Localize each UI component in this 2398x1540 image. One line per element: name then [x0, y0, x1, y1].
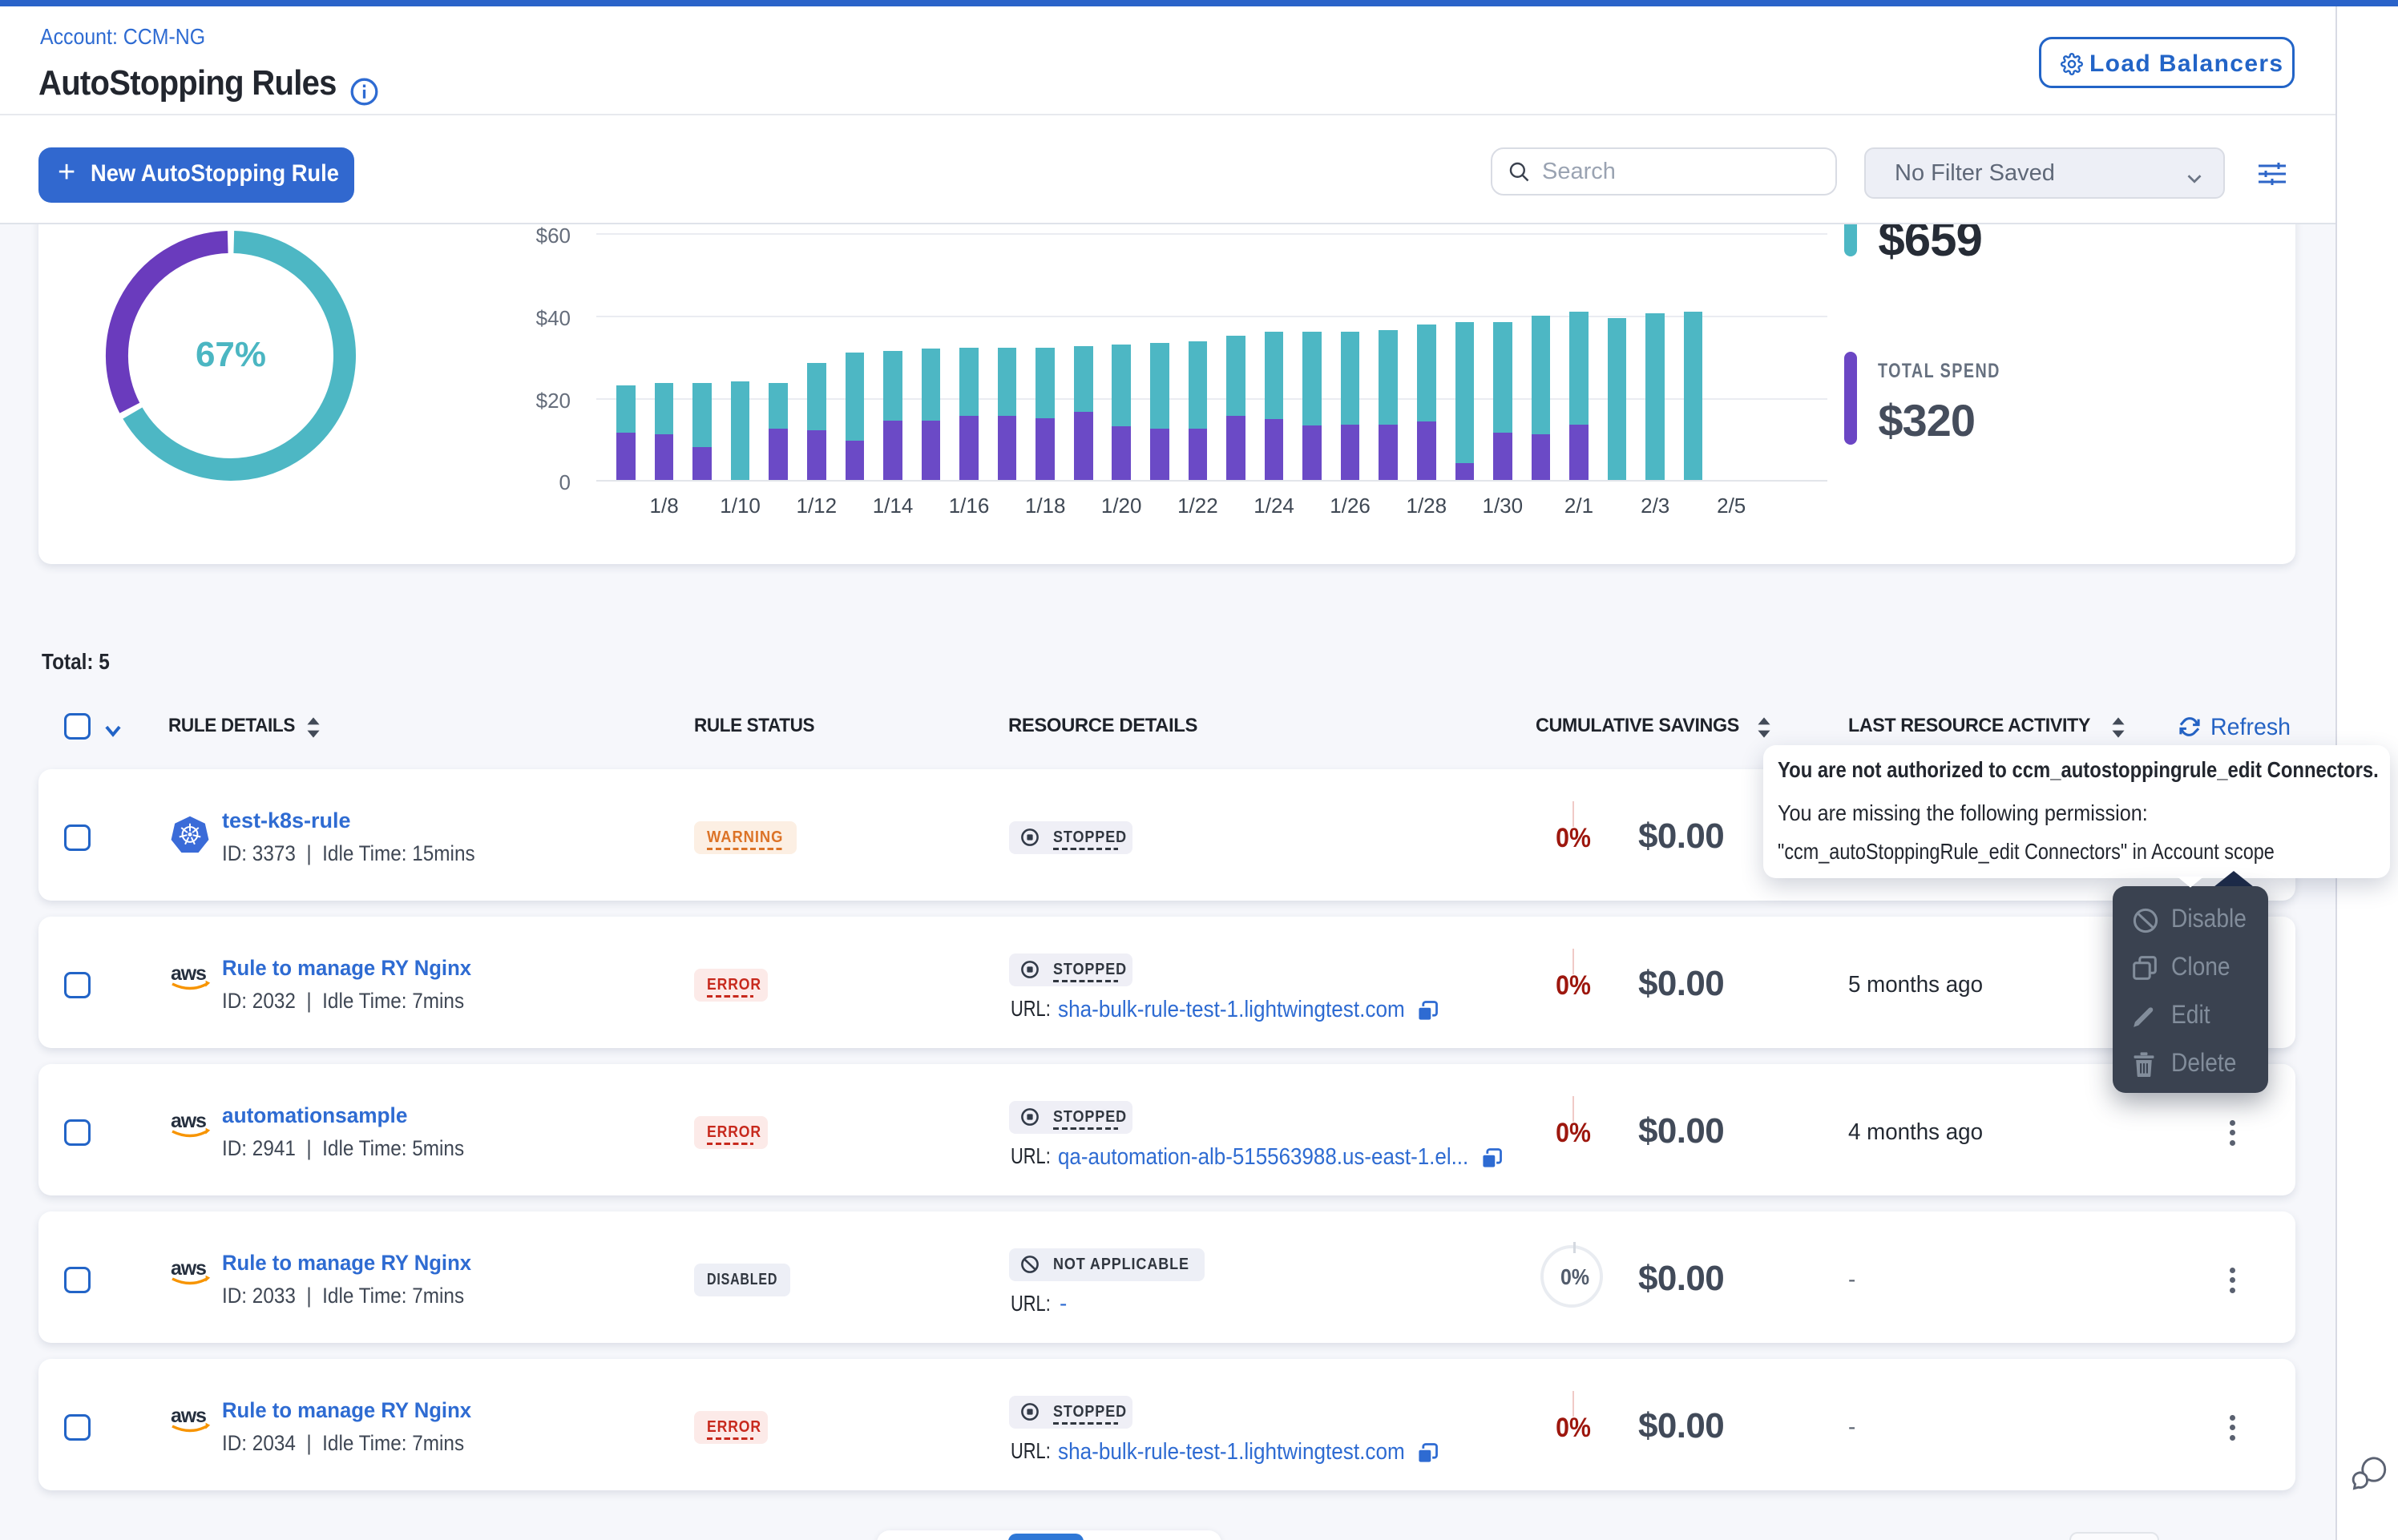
svg-text:aws: aws — [171, 1405, 206, 1427]
svg-text:aws: aws — [171, 963, 206, 985]
svg-text:aws: aws — [171, 1111, 206, 1132]
svg-text:aws: aws — [171, 1258, 206, 1280]
